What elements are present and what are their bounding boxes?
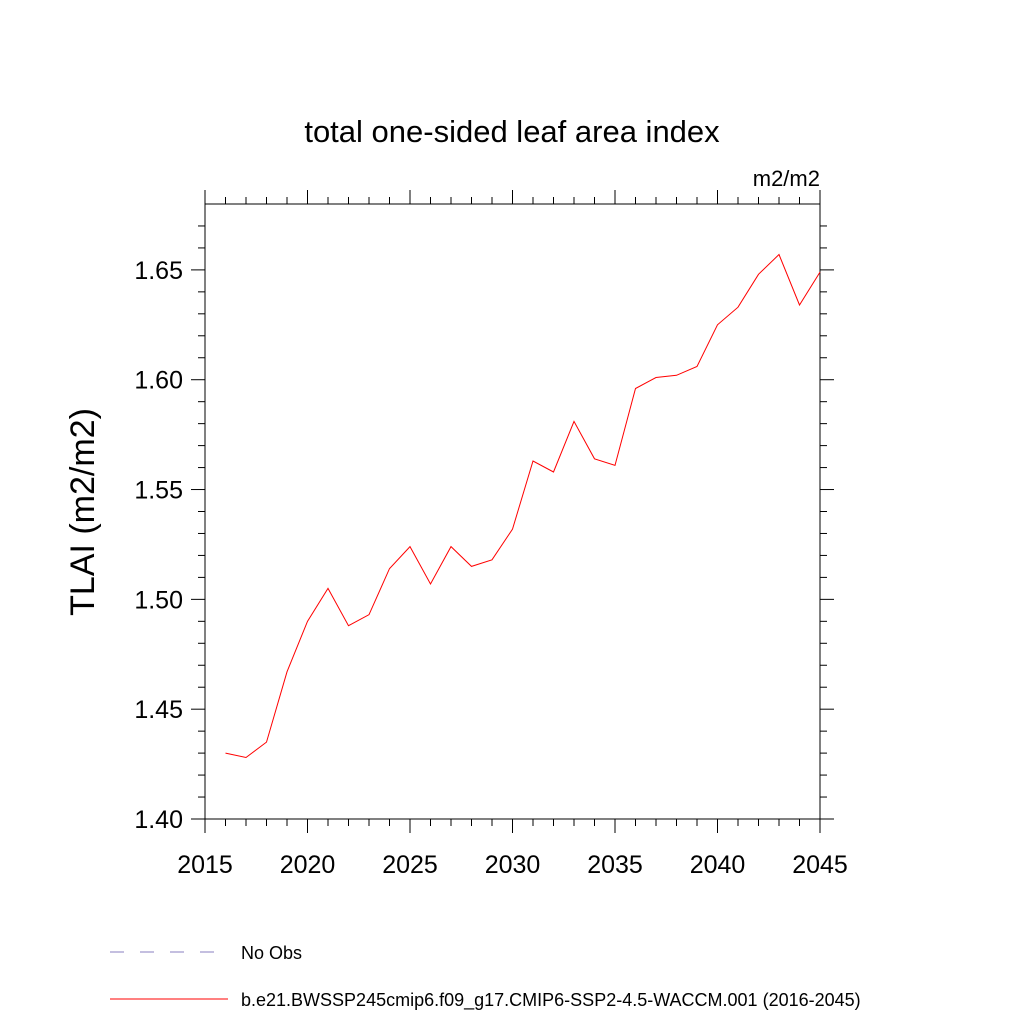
x-tick-label: 2045 bbox=[792, 851, 848, 879]
y-tick-label: 1.40 bbox=[134, 806, 183, 834]
chart-title: total one-sided leaf area index bbox=[304, 114, 720, 149]
units-label: m2/m2 bbox=[753, 166, 820, 191]
series-layer bbox=[225, 253, 821, 759]
legend-label-1: b.e21.BWSSP245cmip6.f09_g17.CMIP6-SSP2-4… bbox=[241, 990, 861, 1011]
x-tick-label: 2015 bbox=[177, 851, 233, 879]
legend: No Obs b.e21.BWSSP245cmip6.f09_g17.CMIP6-… bbox=[110, 943, 861, 1011]
x-tick-label: 2040 bbox=[690, 851, 746, 879]
legend-label-0: No Obs bbox=[241, 943, 302, 963]
x-tick-label: 2035 bbox=[587, 851, 643, 879]
y-tick-label: 1.45 bbox=[134, 696, 183, 724]
y-tick-label: 1.50 bbox=[134, 586, 183, 614]
x-tick-label: 2030 bbox=[485, 851, 541, 879]
x-tick-label: 2020 bbox=[280, 851, 336, 879]
series-line-0 bbox=[225, 253, 821, 759]
y-tick-label: 1.60 bbox=[134, 367, 183, 395]
axis-ticks bbox=[191, 190, 834, 833]
x-tick-label: 2025 bbox=[382, 851, 438, 879]
y-axis-label: TLAI (m2/m2) bbox=[64, 408, 102, 616]
plot-frame bbox=[204, 203, 821, 820]
tick-labels: 2015 2020 2025 2030 2035 2040 2045 1.40 1.45 1.50… bbox=[134, 257, 847, 879]
y-tick-label: 1.55 bbox=[134, 477, 183, 505]
y-tick-label: 1.65 bbox=[134, 257, 183, 285]
